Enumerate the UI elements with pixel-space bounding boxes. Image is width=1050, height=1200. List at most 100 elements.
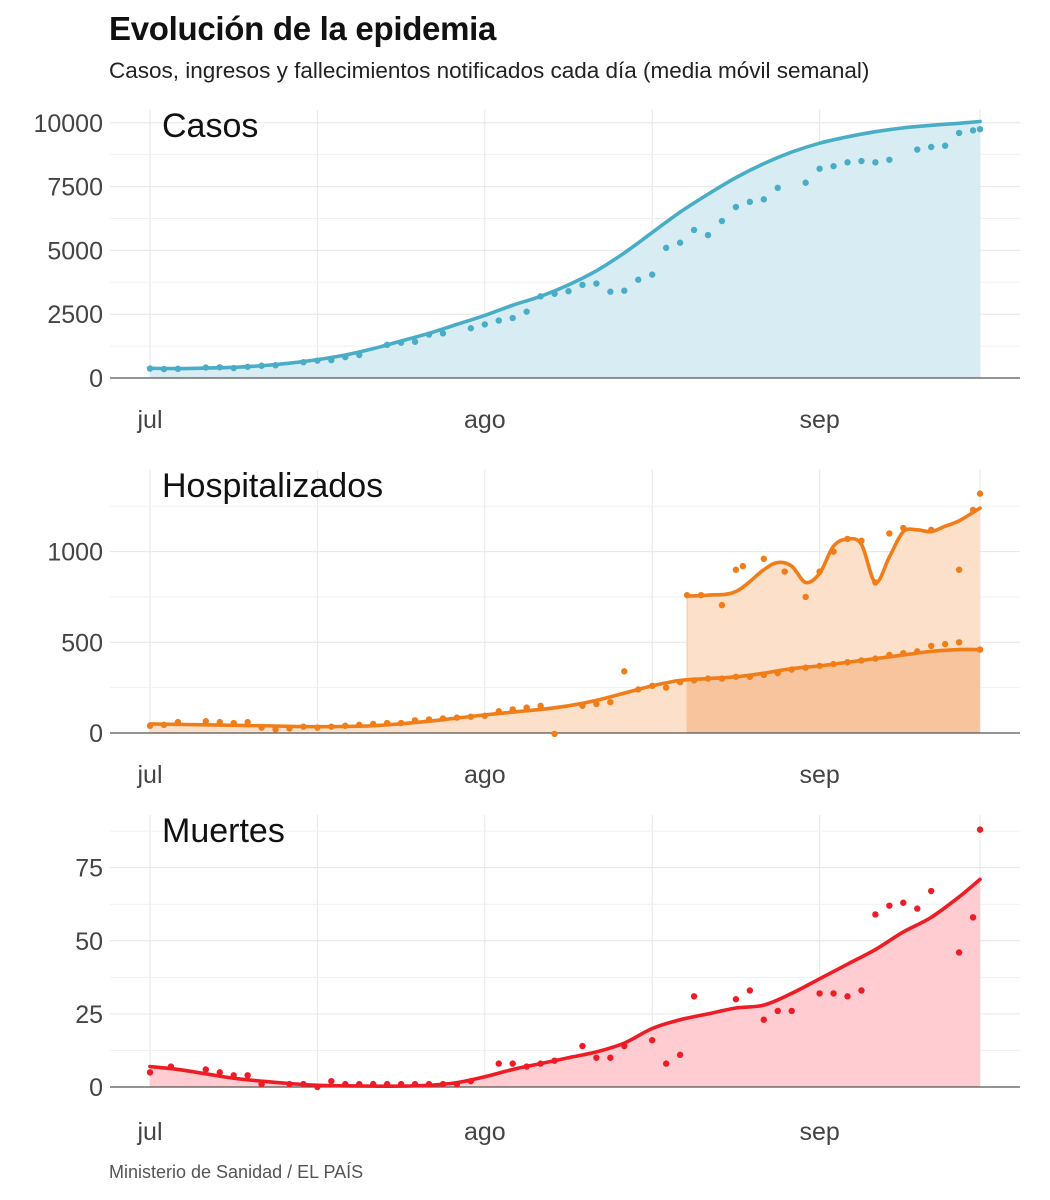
y-tick-label: 2500 (47, 301, 103, 329)
data-point (704, 231, 712, 239)
data-point (523, 308, 530, 315)
data-point (732, 203, 740, 211)
data-point (607, 1054, 614, 1061)
y-tick-label: 10000 (33, 110, 103, 138)
data-point (774, 1007, 781, 1015)
source-note: Ministerio de Sanidad / EL PAÍS (109, 1162, 364, 1182)
panel-title: Casos (162, 107, 258, 145)
x-tick-label: ago (464, 406, 506, 434)
data-point (509, 1060, 516, 1067)
data-point (690, 993, 698, 1000)
data-point (969, 914, 977, 921)
data-point (635, 276, 642, 283)
data-point (886, 156, 893, 163)
data-point (216, 1069, 223, 1076)
data-point (928, 642, 935, 650)
data-point (439, 330, 447, 337)
series-line (148, 877, 982, 1088)
data-point (649, 271, 656, 278)
series-line (685, 506, 982, 598)
data-point (676, 239, 684, 246)
data-point (788, 1007, 795, 1015)
data-point (662, 244, 670, 252)
data-point (872, 911, 879, 918)
x-tick-label: jul (136, 1118, 162, 1146)
data-point (976, 826, 984, 833)
data-point (760, 196, 767, 203)
chart-panel-casos: 0 2500 5000 7500 10000 jul ago sep Casos (33, 107, 1020, 434)
data-point (565, 288, 572, 295)
data-point (781, 568, 788, 575)
data-point (467, 325, 475, 332)
data-point (732, 996, 740, 1003)
data-point (495, 1060, 502, 1067)
data-point (746, 198, 754, 206)
data-point (816, 165, 823, 172)
data-point (579, 281, 586, 289)
data-point (886, 902, 893, 909)
y-tick-label: 5000 (47, 237, 103, 265)
series-line (148, 647, 982, 729)
panel-title: Muertes (162, 812, 285, 850)
data-point (955, 949, 963, 956)
y-tick-label: 0 (89, 365, 103, 393)
data-point (941, 142, 949, 149)
y-tick-label: 1000 (47, 539, 103, 567)
data-point (328, 1077, 335, 1085)
data-point (830, 162, 837, 170)
data-point (886, 530, 893, 537)
data-point (537, 702, 544, 709)
data-point (481, 321, 488, 328)
data-point (662, 684, 670, 691)
data-point (976, 490, 984, 497)
data-point (858, 157, 865, 165)
area-casos (150, 121, 981, 378)
data-point (690, 226, 698, 234)
data-point (928, 143, 935, 151)
data-point (411, 338, 419, 345)
x-tick-label: jul (136, 406, 162, 434)
data-point (914, 905, 921, 912)
data-point (774, 184, 781, 192)
chart-subtitle: Casos, ingresos y fallecimientos notific… (109, 58, 870, 83)
data-point (621, 287, 628, 294)
x-tick-label: jul (136, 761, 162, 789)
data-point (760, 1016, 767, 1023)
data-point (739, 562, 747, 570)
x-tick-label: sep (799, 406, 839, 434)
data-point (900, 899, 907, 906)
data-point (928, 887, 935, 895)
x-tick-label: sep (799, 761, 839, 789)
data-point (509, 314, 516, 322)
x-tick-label: sep (799, 1118, 839, 1146)
data-point (551, 730, 558, 738)
data-point (607, 698, 614, 706)
data-point (955, 129, 963, 137)
data-point (802, 593, 809, 601)
data-point (830, 990, 837, 997)
data-point (579, 1042, 586, 1050)
chart-panel-hospitalizados: 0 500 1000 jul ago sep Hospitalizados (47, 467, 1020, 789)
data-point (858, 987, 865, 994)
data-point (593, 280, 600, 287)
y-tick-label: 0 (89, 720, 103, 748)
y-tick-label: 25 (75, 1001, 103, 1029)
data-point (593, 1054, 600, 1061)
data-point (746, 987, 754, 994)
area-muertes (150, 879, 981, 1087)
data-point (202, 1066, 209, 1073)
data-point (202, 718, 209, 725)
data-point (495, 317, 502, 324)
y-tick-label: 50 (75, 928, 103, 956)
data-point (732, 566, 740, 573)
data-point (718, 601, 726, 609)
data-point (676, 1051, 684, 1059)
data-point (955, 566, 963, 573)
data-point (802, 179, 809, 186)
data-point (955, 639, 963, 646)
data-point (844, 993, 851, 1000)
data-point (662, 1060, 670, 1067)
data-point (914, 146, 921, 153)
data-point (760, 555, 767, 563)
